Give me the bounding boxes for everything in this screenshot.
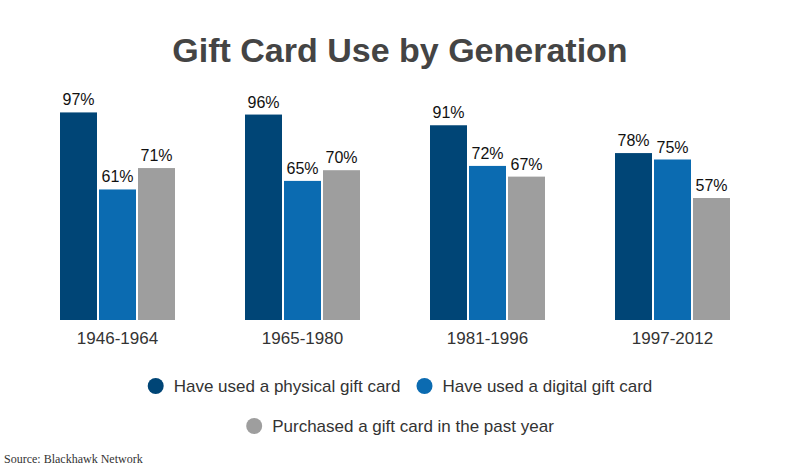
chart: Gift Card Use by Generation 97% 61% 71% 96% 6… — [0, 0, 800, 473]
legend-swatch — [246, 418, 262, 434]
legend: Have used a physical gift card Have used … — [148, 377, 653, 436]
bar — [693, 198, 730, 320]
bar — [323, 170, 360, 320]
legend-item: Purchased a gift card in the past year — [246, 417, 554, 436]
bar — [508, 177, 545, 320]
bar — [430, 125, 467, 320]
data-label: 78% — [617, 132, 649, 149]
title: Gift Card Use by Generation — [172, 31, 627, 69]
data-label: 96% — [247, 94, 279, 111]
legend-swatch — [148, 378, 164, 394]
data-label: 67% — [510, 156, 542, 173]
data-label: 91% — [432, 104, 464, 121]
category-label: 1981-1996 — [447, 329, 528, 348]
data-labels: 97% 61% 71% 96% 65% 70% 91% 72% 67% 78% 75% 57% — [62, 91, 727, 194]
legend-swatch — [417, 378, 433, 394]
category-label: 1997-2012 — [632, 329, 713, 348]
legend-item: Have used a physical gift card — [148, 377, 401, 396]
bar — [615, 153, 652, 320]
bar — [284, 181, 321, 320]
legend-item: Have used a digital gift card — [417, 377, 653, 396]
legend-label: Purchased a gift card in the past year — [272, 417, 554, 436]
data-label: 75% — [656, 139, 688, 156]
bars — [60, 112, 730, 320]
bar — [245, 115, 282, 320]
data-label: 57% — [695, 177, 727, 194]
bar — [99, 189, 136, 320]
legend-label: Have used a physical gift card — [174, 377, 401, 396]
data-label: 97% — [62, 91, 94, 108]
source: Source: Blackhawk Network — [4, 452, 143, 466]
bar — [469, 166, 506, 320]
bar — [60, 112, 97, 320]
data-label: 71% — [140, 147, 172, 164]
bar — [654, 160, 691, 321]
data-label: 65% — [286, 160, 318, 177]
category-label: 1946-1964 — [77, 329, 158, 348]
data-label: 61% — [101, 168, 133, 185]
category-label: 1965-1980 — [262, 329, 343, 348]
legend-label: Have used a digital gift card — [443, 377, 653, 396]
data-label: 70% — [325, 149, 357, 166]
bar — [138, 168, 175, 320]
data-label: 72% — [471, 145, 503, 162]
